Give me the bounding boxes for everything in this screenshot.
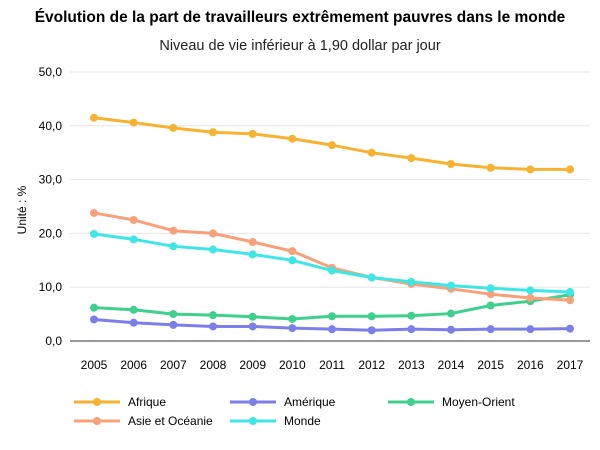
data-point-afrique: [288, 134, 297, 143]
x-tick-label: 2005: [81, 358, 108, 372]
data-point-asie-et-oc-anie: [129, 215, 138, 224]
data-point-am-rique: [367, 326, 376, 335]
legend-label-afrique: Afrique: [128, 395, 166, 409]
data-point-monde: [447, 281, 455, 290]
data-point-am-rique: [447, 325, 455, 334]
data-point-monde: [526, 286, 535, 295]
legend-marker-afrique: [93, 398, 101, 406]
x-axis: 2005 2006 2007 2008 2009 2010 2011 2012 2013 2014…: [70, 340, 590, 372]
y-tick-label: 10,0: [39, 280, 63, 294]
series-line-monde: [93, 232, 571, 294]
data-point-afrique: [526, 165, 535, 174]
data-point-moyen-orient: [169, 310, 178, 319]
data-point-monde: [486, 284, 495, 293]
data-point-asie-et-oc-anie: [566, 296, 574, 305]
data-point-moyen-orient: [367, 312, 376, 321]
legend-marker-asie-et-oc-anie: [93, 417, 101, 425]
x-tick-label: 2010: [279, 358, 306, 372]
data-point-moyen-orient: [248, 312, 257, 321]
data-point-afrique: [407, 154, 416, 163]
legend-marker-moyen-orient: [407, 398, 415, 406]
data-point-moyen-orient: [288, 314, 297, 323]
data-point-monde: [248, 250, 257, 259]
data-point-monde: [90, 229, 98, 238]
data-point-afrique: [566, 165, 574, 174]
data-point-am-rique: [288, 324, 297, 333]
data-point-moyen-orient: [209, 311, 217, 320]
y-tick-label: 0,0: [45, 334, 62, 348]
data-point-afrique: [129, 118, 138, 127]
data-point-monde: [407, 277, 416, 286]
data-point-am-rique: [328, 325, 336, 334]
data-point-afrique: [248, 129, 257, 138]
x-tick-label: 2006: [120, 358, 147, 372]
data-point-moyen-orient: [129, 305, 138, 314]
legend-marker-monde: [249, 417, 257, 425]
data-point-afrique: [447, 159, 455, 168]
data-point-moyen-orient: [447, 309, 455, 318]
data-point-afrique: [90, 113, 98, 122]
data-point-monde: [328, 266, 336, 275]
x-tick-label: 2013: [398, 358, 425, 372]
x-tick-label: 2009: [239, 358, 266, 372]
x-tick-label: 2007: [160, 358, 187, 372]
x-tick-label: 2017: [557, 358, 584, 372]
y-tick-label: 30,0: [39, 173, 63, 187]
data-point-afrique: [209, 128, 217, 137]
x-tick-label: 2014: [438, 358, 465, 372]
y-tick-label: 20,0: [39, 226, 63, 240]
data-point-afrique: [367, 148, 376, 157]
data-point-asie-et-oc-anie: [169, 226, 178, 235]
legend: Afrique Amérique Moyen-Orient Asie et Océan…: [74, 395, 515, 428]
data-point-moyen-orient: [328, 312, 336, 321]
x-tick-label: 2011: [319, 358, 345, 372]
data-point-asie-et-oc-anie: [90, 208, 98, 217]
data-point-am-rique: [209, 322, 217, 331]
x-tick-label: 2012: [358, 358, 385, 372]
y-axis: 0,0 10,0 20,0 30,0 40,0 50,0: [39, 65, 63, 348]
data-point-asie-et-oc-anie: [209, 229, 217, 238]
data-point-am-rique: [129, 318, 138, 327]
legend-label-moyen-orient: Moyen-Orient: [442, 395, 515, 409]
data-point-asie-et-oc-anie: [248, 238, 257, 247]
chart-subtitle: Niveau de vie inférieur à 1,90 dollar pa…: [159, 38, 441, 54]
data-point-monde: [566, 288, 574, 297]
data-point-moyen-orient: [486, 301, 495, 310]
series-lines: [90, 113, 574, 335]
data-point-am-rique: [169, 320, 178, 329]
x-tick-label: 2008: [200, 358, 227, 372]
data-point-afrique: [486, 163, 495, 172]
data-point-am-rique: [526, 325, 535, 334]
legend-label-monde: Monde: [284, 414, 321, 428]
x-tick-label: 2015: [477, 358, 504, 372]
data-point-asie-et-oc-anie: [486, 290, 495, 299]
gridlines: [70, 71, 590, 288]
y-tick-label: 50,0: [39, 65, 63, 79]
data-point-am-rique: [486, 325, 495, 334]
data-point-moyen-orient: [407, 311, 416, 320]
data-point-monde: [169, 242, 178, 251]
data-point-am-rique: [248, 322, 257, 331]
data-point-asie-et-oc-anie: [526, 293, 535, 302]
data-point-monde: [288, 256, 297, 265]
legend-marker-am-rique: [249, 398, 257, 406]
data-point-asie-et-oc-anie: [288, 247, 297, 256]
data-point-am-rique: [407, 325, 416, 334]
data-point-afrique: [328, 141, 336, 150]
legend-label-am-rique: Amérique: [284, 395, 336, 409]
x-tick-label: 2016: [517, 358, 544, 372]
data-point-monde: [367, 273, 376, 282]
data-point-moyen-orient: [90, 303, 98, 312]
data-point-afrique: [169, 123, 178, 132]
data-point-monde: [209, 245, 217, 254]
y-tick-label: 40,0: [39, 119, 63, 133]
data-point-am-rique: [566, 324, 574, 333]
y-axis-label: Unité : %: [15, 185, 29, 234]
data-point-monde: [129, 235, 138, 244]
legend-label-asie-et-oc-anie: Asie et Océanie: [128, 414, 213, 428]
data-point-am-rique: [90, 315, 98, 324]
chart-title: Évolution de la part de travailleurs ext…: [34, 9, 566, 26]
